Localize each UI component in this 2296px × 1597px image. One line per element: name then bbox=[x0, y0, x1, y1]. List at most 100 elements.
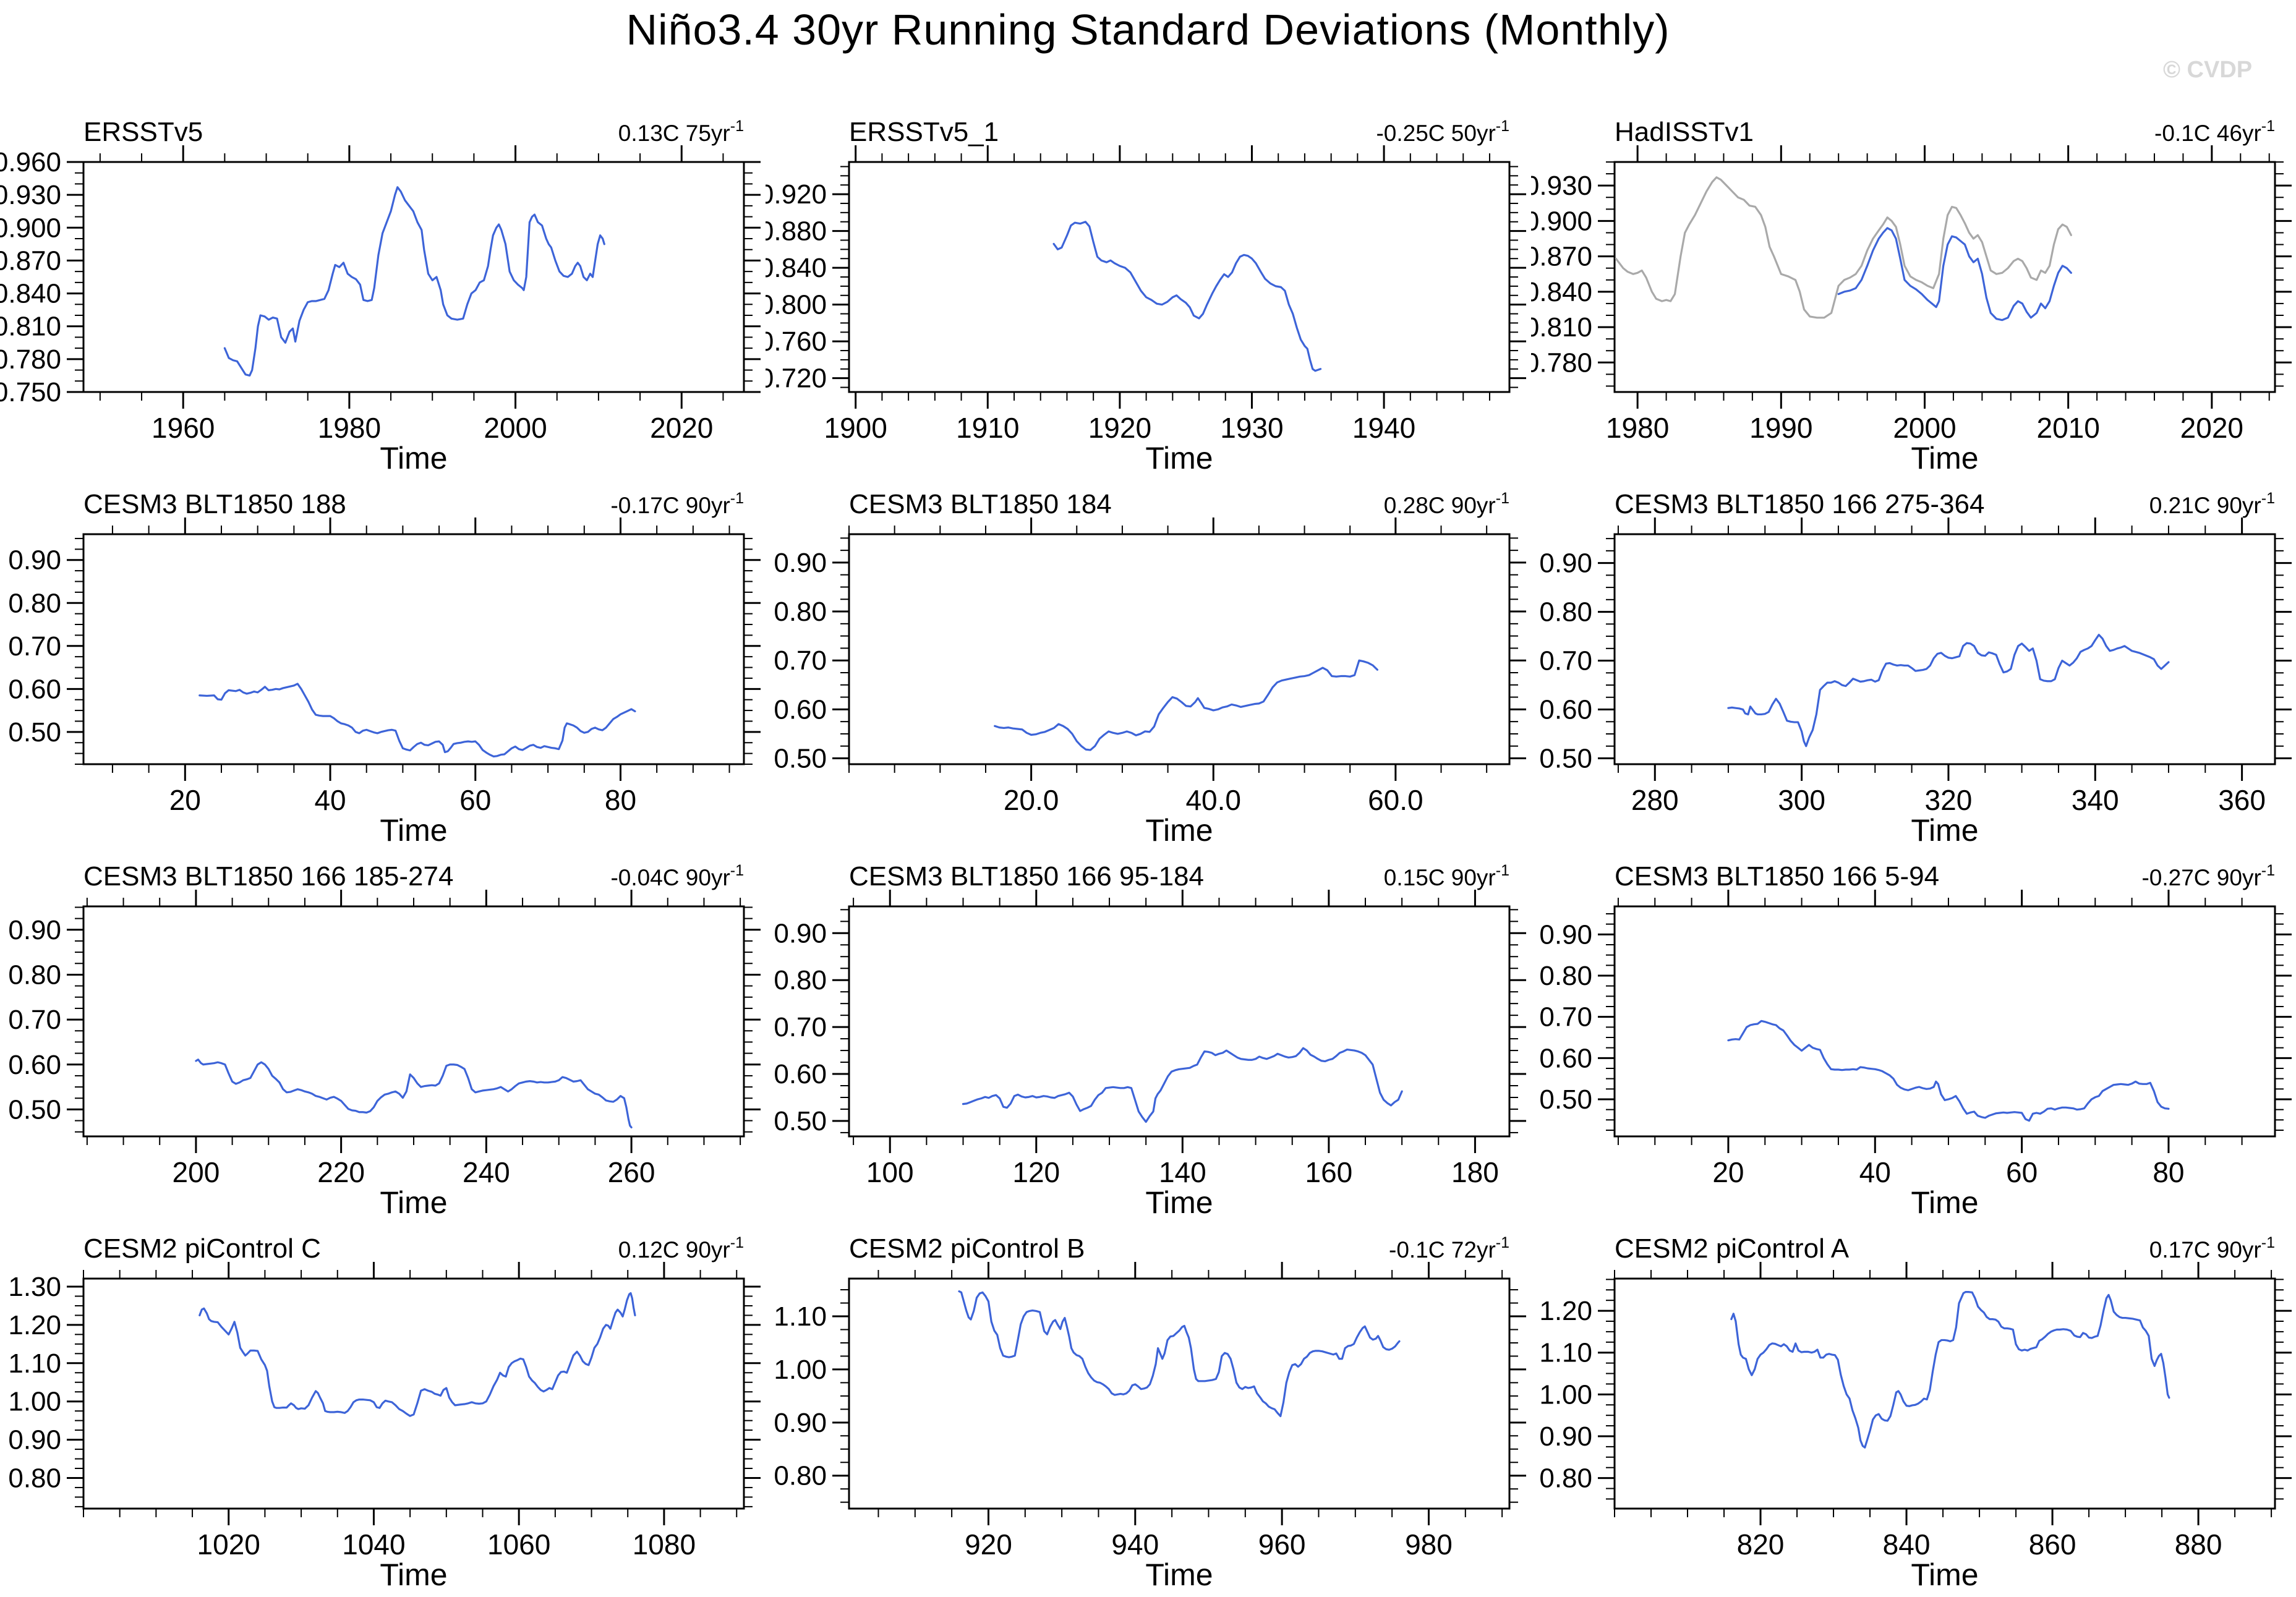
data-line-cesm3-blt1850-166-275-364 bbox=[1727, 634, 2170, 747]
x-tick-label: 220 bbox=[317, 1156, 365, 1188]
data-line-hadisstv1-recent bbox=[1837, 227, 2072, 322]
chart-panel-cesm3-blt1850-166-95-184: 100 120 140 160 180 0.50 0.60 0.70 0.80 0.90 CESM3… bbox=[766, 838, 1530, 1222]
data-line-hadisstv1-full bbox=[1615, 176, 2072, 319]
x-tick-label: 260 bbox=[608, 1156, 655, 1188]
chart-panel-cesm3-blt1850-166-5-94: 20 40 60 80 0.50 0.60 0.70 0.80 0.90 CESM3 BLT185… bbox=[1531, 838, 2296, 1222]
y-tick-label: 0.80 bbox=[1539, 1463, 1592, 1494]
panel-title: CESM2 piControl B bbox=[849, 1233, 1085, 1264]
data-line-ersstv5 bbox=[223, 186, 605, 377]
y-tick-label: 0.840 bbox=[766, 253, 827, 283]
x-tick-label: 840 bbox=[1883, 1528, 1931, 1561]
x-axis-label: Time bbox=[380, 441, 447, 475]
y-tick-label: 0.60 bbox=[774, 694, 827, 725]
x-tick-label: 40 bbox=[1859, 1156, 1891, 1188]
x-tick-label: 300 bbox=[1778, 784, 1825, 816]
x-tick-label: 860 bbox=[2029, 1528, 2076, 1561]
trend-annotation: 0.15C 90yr-1 bbox=[1384, 862, 1509, 890]
panel-title: CESM2 piControl A bbox=[1615, 1233, 1850, 1264]
y-tick-label: 0.50 bbox=[1539, 1084, 1592, 1115]
x-tick-label: 360 bbox=[2218, 784, 2266, 816]
y-tick-label: 0.90 bbox=[774, 548, 827, 578]
chart-panel-cesm3-blt1850-188: 20 40 60 80 0.50 0.60 0.70 0.80 0.90 CESM3 BLT185… bbox=[0, 466, 765, 850]
panel-title: CESM2 piControl C bbox=[83, 1233, 321, 1264]
x-tick-label: 2010 bbox=[2036, 412, 2099, 444]
x-tick-label: 280 bbox=[1631, 784, 1679, 816]
y-tick-label: 0.930 bbox=[0, 180, 61, 210]
y-tick-label: 0.80 bbox=[774, 965, 827, 995]
y-tick-label: 0.60 bbox=[1539, 695, 1592, 725]
trend-annotation: 0.21C 90yr-1 bbox=[2149, 490, 2275, 518]
chart-frame bbox=[848, 905, 1511, 1138]
panel-title: CESM3 BLT1850 166 5-94 bbox=[1615, 861, 1939, 892]
y-tick-label: 0.80 bbox=[774, 597, 827, 627]
chart-svg-cesm3-blt1850-184: 20.0 40.0 60.0 0.50 0.60 0.70 0.80 0.90 CESM3 BL… bbox=[774, 489, 1526, 848]
y-tick-label: 1.10 bbox=[8, 1348, 61, 1379]
y-tick-label: 0.60 bbox=[774, 1059, 827, 1089]
y-tick-label: 1.20 bbox=[1539, 1296, 1592, 1326]
chart-frame bbox=[82, 905, 745, 1138]
trend-annotation: -0.17C 90yr-1 bbox=[610, 490, 744, 518]
x-tick-label: 1910 bbox=[956, 412, 1019, 444]
y-tick-label: 0.90 bbox=[1539, 1421, 1592, 1452]
trend-annotation: 0.12C 90yr-1 bbox=[618, 1234, 744, 1263]
x-tick-label: 2000 bbox=[484, 412, 547, 444]
x-tick-label: 60 bbox=[459, 784, 491, 816]
x-axis-label: Time bbox=[1911, 441, 1978, 475]
panel-title: CESM3 BLT1850 188 bbox=[83, 489, 346, 519]
page-title: Niño3.4 30yr Running Standard Deviations… bbox=[626, 6, 1670, 54]
chart-frame bbox=[82, 1277, 745, 1510]
x-axis-label: Time bbox=[1911, 813, 1978, 848]
y-tick-label: 1.00 bbox=[1539, 1379, 1592, 1410]
y-tick-label: 0.840 bbox=[1531, 277, 1592, 307]
y-tick-label: 0.80 bbox=[8, 960, 61, 990]
data-line-cesm3-blt1850-188 bbox=[198, 683, 636, 758]
y-tick-label: 0.50 bbox=[8, 1094, 61, 1125]
chart-svg-ersstv5-1: 1900 1910 1920 1930 1940 0.720 0.760 0.800 0.840… bbox=[759, 117, 1526, 475]
y-tick-label: 0.80 bbox=[1539, 597, 1592, 628]
x-tick-label: 1980 bbox=[318, 412, 381, 444]
y-tick-label: 1.20 bbox=[8, 1310, 61, 1340]
x-tick-label: 1940 bbox=[1352, 412, 1415, 444]
chart-frame bbox=[848, 1277, 1511, 1510]
x-tick-label: 120 bbox=[1012, 1156, 1060, 1188]
y-tick-label: 0.70 bbox=[1539, 646, 1592, 676]
chart-svg-ersstv5: 1960 1980 2000 2020 0.7500.7800.8100.8400.87… bbox=[0, 117, 761, 475]
y-tick-label: 0.800 bbox=[766, 290, 827, 320]
y-tick-label: 0.50 bbox=[8, 717, 61, 747]
data-line-cesm2-picontrol-b bbox=[958, 1290, 1401, 1418]
chart-panel-cesm3-blt1850-184: 20.0 40.0 60.0 0.50 0.60 0.70 0.80 0.90 CESM3 BL… bbox=[766, 466, 1530, 850]
x-tick-label: 1080 bbox=[633, 1528, 696, 1561]
panel-title: CESM3 BLT1850 166 275-364 bbox=[1615, 489, 1984, 519]
x-tick-label: 980 bbox=[1405, 1528, 1453, 1561]
chart-svg-cesm3-blt1850-166-5-94: 20 40 60 80 0.50 0.60 0.70 0.80 0.90 CESM3 BLT185… bbox=[1539, 861, 2292, 1220]
y-tick-label: 0.60 bbox=[8, 1050, 61, 1080]
x-tick-label: 140 bbox=[1159, 1156, 1206, 1188]
x-tick-label: 40.0 bbox=[1185, 784, 1241, 816]
data-line-cesm3-blt1850-166-5-94 bbox=[1727, 1020, 2170, 1122]
chart-panel-cesm2-picontrol-c: 1020 1040 1060 1080 0.80 0.90 1.00 1.10 1.20 1.30… bbox=[0, 1211, 765, 1594]
x-tick-label: 20 bbox=[169, 784, 201, 816]
y-tick-label: 0.930 bbox=[1531, 171, 1592, 201]
y-tick-label: 0.760 bbox=[766, 326, 827, 357]
y-tick-label: 0.780 bbox=[1531, 347, 1592, 378]
y-tick-label: 1.00 bbox=[774, 1355, 827, 1385]
chart-panel-cesm2-picontrol-b: 920 940 960 980 0.80 0.90 1.00 1.10 CESM2 piCont… bbox=[766, 1211, 1530, 1594]
x-tick-label: 340 bbox=[2072, 784, 2119, 816]
x-tick-label: 1920 bbox=[1088, 412, 1151, 444]
y-tick-label: 0.80 bbox=[1539, 961, 1592, 991]
x-tick-label: 1990 bbox=[1749, 412, 1812, 444]
y-tick-label: 0.70 bbox=[1539, 1002, 1592, 1033]
chart-svg-hadisstv1: 1980 1990 2000 2010 2020 0.780 0.810 0.840 0.870… bbox=[1524, 117, 2292, 475]
x-tick-label: 2000 bbox=[1893, 412, 1956, 444]
x-tick-label: 60 bbox=[2006, 1156, 2038, 1188]
y-tick-label: 0.870 bbox=[1531, 242, 1592, 272]
x-tick-label: 160 bbox=[1305, 1156, 1352, 1188]
y-tick-label: 0.90 bbox=[774, 918, 827, 948]
x-tick-label: 180 bbox=[1451, 1156, 1499, 1188]
y-tick-label: 0.70 bbox=[8, 1005, 61, 1035]
y-tick-label: 0.900 bbox=[0, 213, 61, 243]
data-line-cesm3-blt1850-184 bbox=[994, 659, 1379, 751]
trend-annotation: -0.27C 90yr-1 bbox=[2141, 862, 2275, 890]
trend-annotation: 0.17C 90yr-1 bbox=[2149, 1234, 2275, 1263]
